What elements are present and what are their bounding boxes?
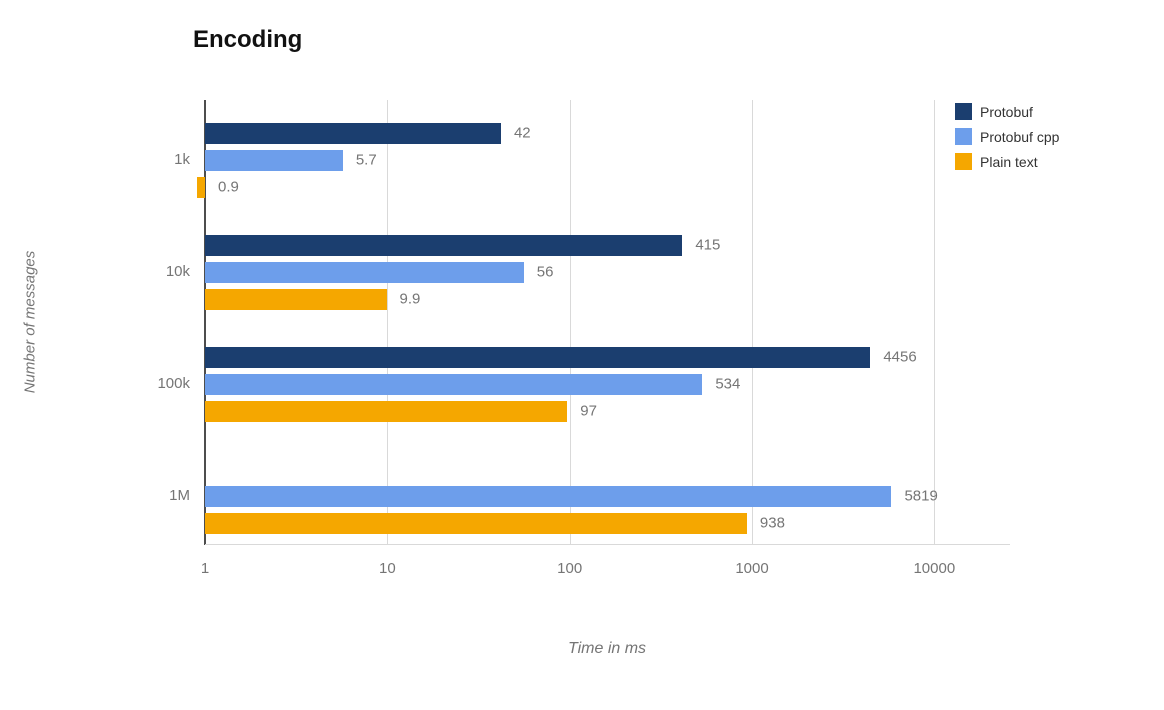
plot-area: 42 5.7 0.9 415 56 9.9 4456 534 97 5819 938	[196, 100, 1010, 545]
gridline	[934, 100, 936, 545]
legend-swatch-protobuf-cpp	[955, 128, 972, 145]
y-axis-line	[204, 100, 206, 545]
x-tick-label: 10	[378, 560, 396, 577]
bar-value-label: 534	[715, 375, 741, 393]
bar-value-label: 97	[580, 402, 597, 420]
bar-protobuf-10k	[205, 234, 683, 256]
y-category-label-1m: 1M	[169, 487, 190, 504]
bar-plain-text-100k	[205, 400, 568, 422]
legend-item-protobuf: Protobuf	[955, 103, 1059, 120]
bar-plain-text-10k	[205, 288, 387, 310]
bar-protobuf-cpp-10k	[205, 261, 524, 283]
y-category-label-10k: 10k	[165, 263, 190, 280]
gridline	[387, 100, 389, 545]
legend-item-label: Plain text	[980, 153, 1038, 170]
bar-plain-text-1k	[196, 176, 205, 198]
y-axis-title: Number of messages	[21, 250, 39, 394]
bar-value-label: 415	[695, 236, 721, 254]
bar-value-label: 5.7	[355, 151, 377, 169]
gridline	[752, 100, 753, 545]
bar-value-label: 9.9	[399, 290, 421, 308]
legend: Protobuf Protobuf cpp Plain text	[955, 103, 1059, 178]
legend-swatch-plain-text	[955, 153, 972, 170]
legend-item-label: Protobuf	[980, 103, 1033, 120]
x-tick-label: 10000	[913, 560, 956, 577]
bar-protobuf-cpp-100k	[205, 373, 703, 395]
bar-plain-text-1m	[205, 512, 747, 534]
bar-protobuf-1k	[205, 122, 501, 144]
bar-value-label: 5819	[904, 487, 938, 505]
x-axis-title: Time in ms	[567, 640, 647, 657]
bar-protobuf-cpp-1m	[205, 485, 892, 507]
bar-value-label: 0.9	[218, 178, 239, 196]
chart-title: Encoding	[193, 26, 303, 53]
y-category-label-1k: 1k	[174, 151, 190, 168]
gridline	[569, 100, 571, 545]
legend-swatch-protobuf	[955, 103, 972, 120]
bar-value-label: 938	[759, 514, 785, 532]
x-tick-label: 100	[557, 560, 583, 577]
bar-value-label: 4456	[883, 348, 917, 366]
x-tick-label: 1	[200, 560, 210, 577]
bar-value-label: 42	[513, 124, 531, 142]
bar-protobuf-cpp-1k	[205, 149, 343, 171]
bar-value-label: 56	[536, 263, 554, 281]
y-category-label-100k: 100k	[157, 375, 190, 392]
x-tick-label: 1000	[735, 560, 769, 577]
legend-item-plain-text: Plain text	[955, 153, 1059, 170]
bar-protobuf-100k	[205, 346, 871, 368]
legend-item-label: Protobuf cpp	[980, 128, 1060, 145]
legend-item-protobuf-cpp: Protobuf cpp	[955, 128, 1059, 145]
x-axis-baseline	[205, 544, 1010, 545]
